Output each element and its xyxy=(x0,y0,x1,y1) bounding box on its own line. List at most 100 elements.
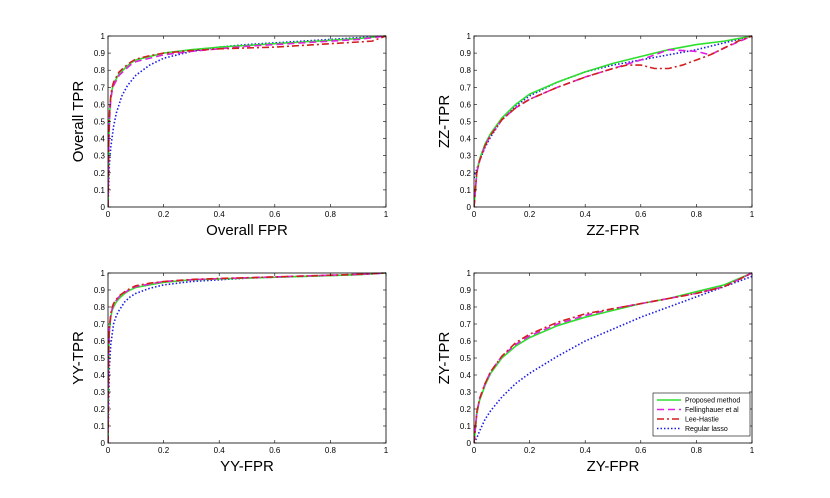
y-tick-label: 0.1 xyxy=(460,186,472,195)
y-tick-label: 0.9 xyxy=(460,286,472,295)
y-tick-label: 0.6 xyxy=(460,337,472,346)
y-tick-label: 0 xyxy=(101,203,106,212)
plot-area-yy xyxy=(108,273,386,443)
legend-entry-label: Regular lasso xyxy=(685,426,728,433)
series-line-zy-regular-lasso xyxy=(474,275,752,444)
y-tick-label: 0.2 xyxy=(94,169,106,178)
x-tick-label: 0.8 xyxy=(691,210,703,219)
y-tick-label: 0.2 xyxy=(460,405,472,414)
y-tick-label: 0.8 xyxy=(94,303,106,312)
x-axis-label-zy: ZY-FPR xyxy=(587,458,640,475)
x-axis-label-yy: YY-FPR xyxy=(220,458,274,475)
legend-entry-label: Proposed method xyxy=(685,398,740,405)
x-tick-label: 1 xyxy=(750,210,755,219)
y-tick-label: 0.3 xyxy=(94,388,106,397)
panel-zy: 0 0.2 0.4 0.6 0.8 1 0 0.1 0.2 0.3 0.4 0.5 0.6 0.7 0.8 0… xyxy=(436,269,755,475)
x-tick-label: 0.8 xyxy=(691,446,703,455)
series-group-overall xyxy=(108,35,386,208)
x-tick-label: 0.2 xyxy=(158,446,170,455)
series-line-overall-regular-lasso xyxy=(108,35,386,208)
series-line-zz-fellinghauer-et-al xyxy=(474,35,752,208)
y-tick-label: 0.6 xyxy=(94,100,106,109)
panel-zz: 0 0.2 0.4 0.6 0.8 1 0 0.1 0.2 0.3 0.4 0.5 0.6 0.7 0.8 0… xyxy=(436,32,755,239)
series-group-yy xyxy=(108,272,386,444)
x-tick-label: 0 xyxy=(472,446,477,455)
panel-yy: 0 0.2 0.4 0.6 0.8 1 0 0.1 0.2 0.3 0.4 0.5 0.6 0.7 0.8 0… xyxy=(70,269,389,475)
y-tick-label: 0.2 xyxy=(94,405,106,414)
x-tick-label: 0.2 xyxy=(158,210,170,219)
y-tick-label: 0.3 xyxy=(460,152,472,161)
y-tick-label: 0.4 xyxy=(94,371,106,380)
y-axis-label-zz: ZZ-TPR xyxy=(436,95,453,148)
y-tick-label: 0.9 xyxy=(94,286,106,295)
series-line-zy-lee-hastie xyxy=(474,272,752,444)
y-tick-label: 0.5 xyxy=(94,118,106,127)
y-tick-label: 0.7 xyxy=(94,320,106,329)
x-tick-label: 0.6 xyxy=(269,210,281,219)
x-tick-label: 0.2 xyxy=(524,446,536,455)
y-tick-label: 0.8 xyxy=(460,303,472,312)
y-tick-label: 0.4 xyxy=(94,135,106,144)
y-tick-label: 0 xyxy=(467,203,472,212)
y-tick-label: 0.6 xyxy=(460,100,472,109)
y-tick-label: 1 xyxy=(101,269,106,278)
series-group-zz xyxy=(474,35,752,208)
panel-overall: 0 0.2 0.4 0.6 0.8 1 0 0.1 0.2 0.3 0.4 0.5 0.6 0.7 0.8 0… xyxy=(70,32,389,239)
x-tick-label: 0.4 xyxy=(214,210,226,219)
x-tick-label: 0.6 xyxy=(635,210,647,219)
plot-area-zz xyxy=(474,36,752,207)
x-tick-label: 1 xyxy=(384,446,389,455)
y-tick-label: 0 xyxy=(101,439,106,448)
y-tick-label: 0.9 xyxy=(94,49,106,58)
y-tick-label: 0.7 xyxy=(460,83,472,92)
x-tick-label: 0.4 xyxy=(580,210,592,219)
legend-entry-label: Fellinghauer et al xyxy=(685,407,739,414)
y-axis-label-yy: YY-TPR xyxy=(70,331,87,385)
y-tick-label: 0.8 xyxy=(94,66,106,75)
y-tick-label: 0 xyxy=(467,439,472,448)
y-tick-label: 0.1 xyxy=(94,422,106,431)
x-tick-label: 0.2 xyxy=(524,210,536,219)
x-tick-label: 0.6 xyxy=(269,446,281,455)
y-tick-label: 0.4 xyxy=(460,135,472,144)
x-tick-label: 1 xyxy=(384,210,389,219)
y-tick-label: 0.5 xyxy=(460,354,472,363)
y-tick-label: 1 xyxy=(467,269,472,278)
y-tick-label: 0.4 xyxy=(460,371,472,380)
x-tick-label: 0.4 xyxy=(580,446,592,455)
series-group-zy xyxy=(474,272,752,444)
x-tick-label: 0 xyxy=(106,446,111,455)
x-tick-label: 0.8 xyxy=(325,210,337,219)
y-tick-label: 0.9 xyxy=(460,49,472,58)
x-tick-label: 0.6 xyxy=(635,446,647,455)
y-tick-label: 0.1 xyxy=(94,186,106,195)
series-line-yy-lee-hastie xyxy=(108,272,386,444)
y-tick-label: 0.6 xyxy=(94,337,106,346)
y-tick-label: 0.8 xyxy=(460,66,472,75)
x-tick-label: 0.4 xyxy=(214,446,226,455)
series-line-overall-lee-hastie xyxy=(108,35,386,208)
series-line-zz-lee-hastie xyxy=(474,35,752,208)
x-axis-label-overall: Overall FPR xyxy=(206,222,288,239)
y-tick-label: 0.1 xyxy=(460,422,472,431)
x-tick-label: 0 xyxy=(106,210,111,219)
y-tick-label: 0.7 xyxy=(94,83,106,92)
y-tick-label: 0.5 xyxy=(94,354,106,363)
y-tick-label: 0.3 xyxy=(460,388,472,397)
y-tick-label: 1 xyxy=(101,32,106,41)
y-tick-label: 0.7 xyxy=(460,320,472,329)
y-tick-label: 0.2 xyxy=(460,169,472,178)
y-tick-label: 0.5 xyxy=(460,118,472,127)
x-tick-label: 1 xyxy=(750,446,755,455)
x-tick-label: 0.8 xyxy=(325,446,337,455)
plot-area-overall xyxy=(108,36,386,207)
y-axis-label-overall: Overall TPR xyxy=(70,81,87,163)
y-axis-label-zy: ZY-TPR xyxy=(436,331,453,384)
legend: Proposed method Fellinghauer et al Lee-Has… xyxy=(652,392,751,437)
y-tick-label: 0.3 xyxy=(94,152,106,161)
y-tick-label: 1 xyxy=(467,32,472,41)
legend-entry-label: Lee-Hastie xyxy=(685,417,719,424)
x-tick-label: 0 xyxy=(472,210,477,219)
x-axis-label-zz: ZZ-FPR xyxy=(586,222,639,239)
